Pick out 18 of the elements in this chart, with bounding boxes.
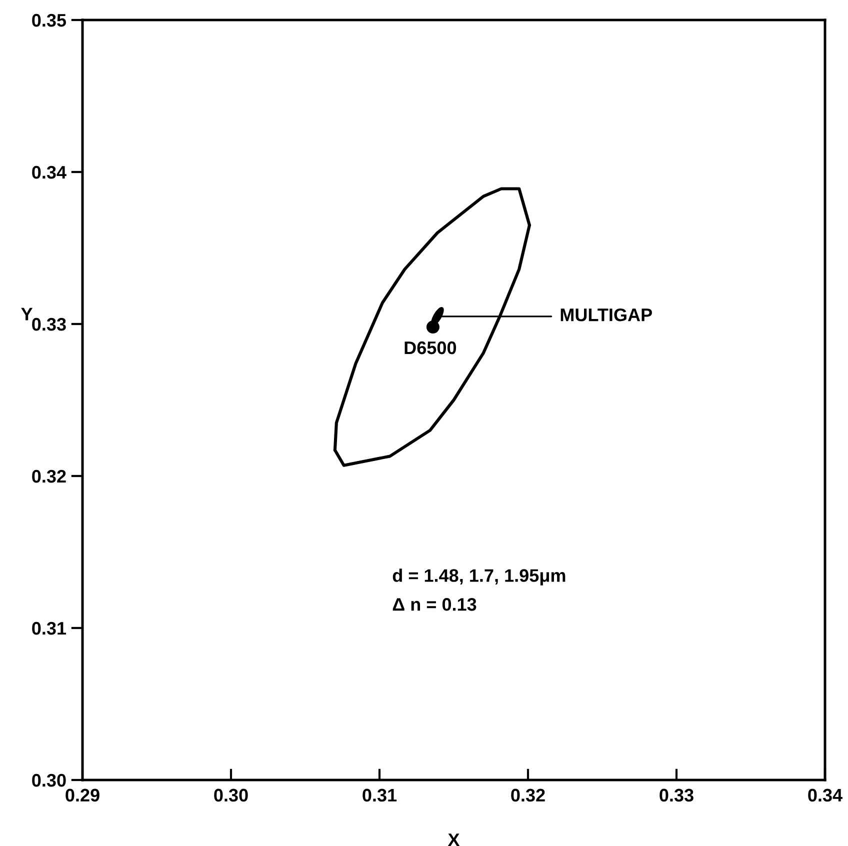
annotation: Δ n = 0.13 (392, 598, 476, 611)
x-tick-label: 0.32 (511, 788, 545, 802)
y-tick-label: 0.31 (32, 622, 66, 635)
y-tick-label: 0.33 (32, 318, 66, 331)
x-tick-label: 0.31 (362, 788, 397, 802)
annotation: MULTIGAP (560, 308, 652, 322)
y-tick-label: 0.35 (32, 14, 66, 27)
y-axis-title: Y (21, 308, 33, 320)
y-tick-label: 0.32 (32, 470, 66, 483)
x-tick-label: 0.34 (808, 788, 842, 802)
x-tick-label: 0.29 (66, 788, 100, 802)
x-tick-label: 0.30 (214, 788, 248, 802)
annotation: D6500 (404, 341, 456, 354)
y-tick-label: 0.30 (32, 774, 66, 787)
x-axis-title: X (448, 834, 460, 846)
y-tick-label: 0.34 (32, 166, 66, 179)
annotation: d = 1.48, 1.7, 1.95μm (392, 568, 566, 586)
x-tick-label: 0.33 (660, 788, 694, 802)
